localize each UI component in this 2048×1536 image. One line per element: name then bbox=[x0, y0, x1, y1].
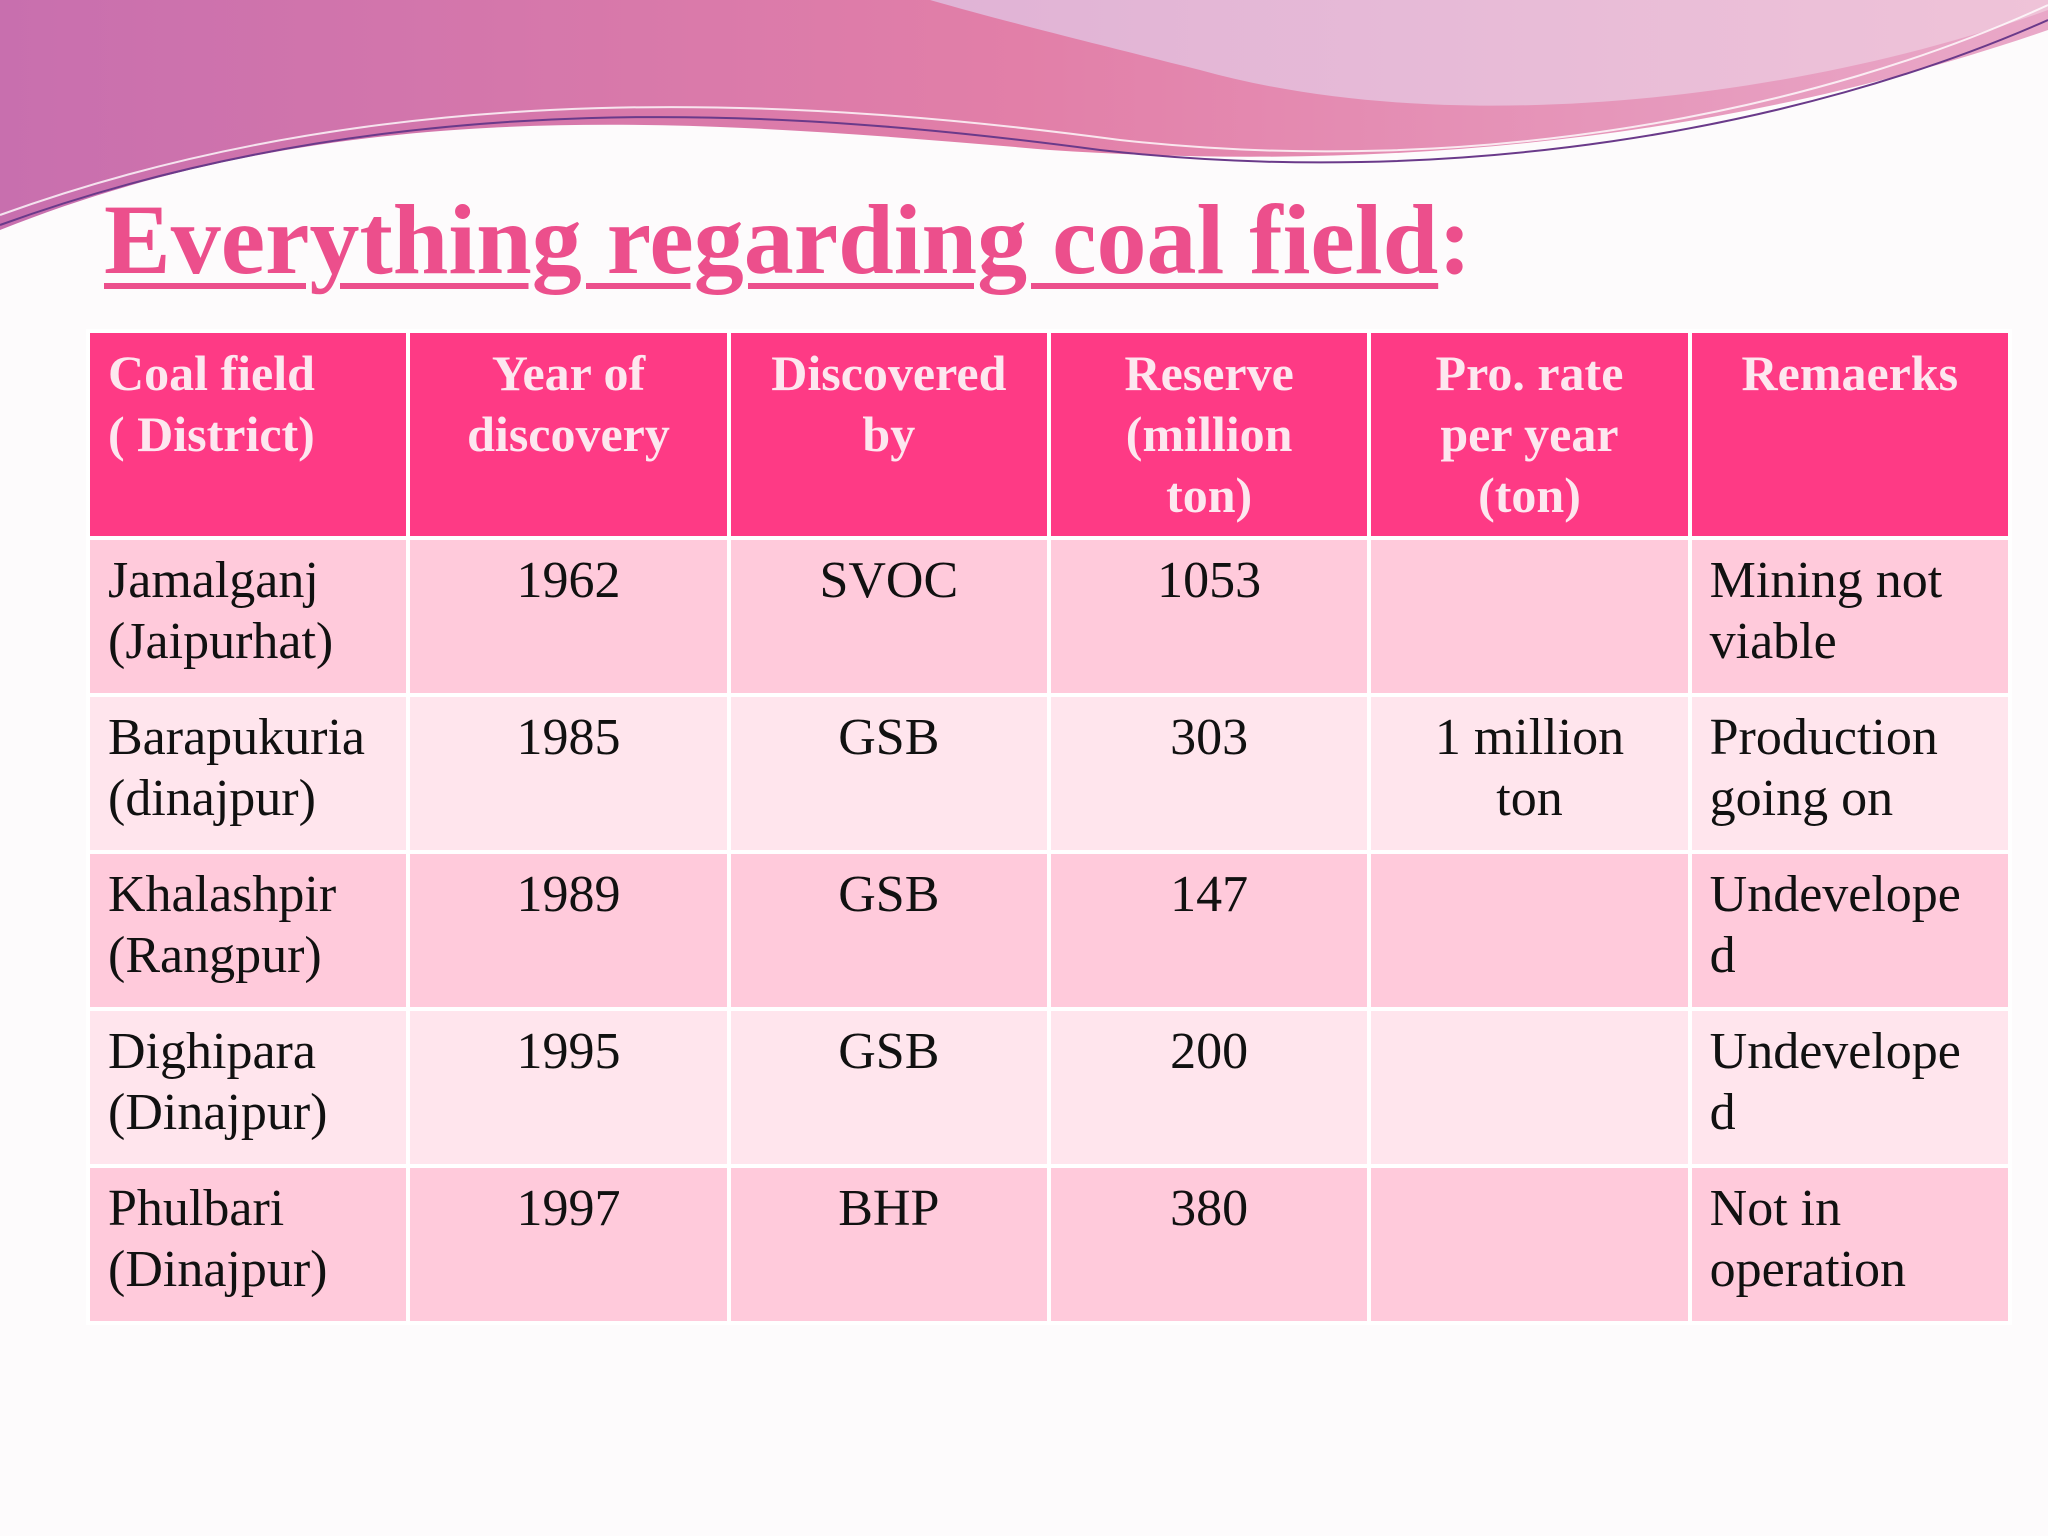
table-cell: Khalashpir (Rangpur) bbox=[85, 850, 411, 1011]
table-cell: 380 bbox=[1046, 1164, 1372, 1325]
header-cell: Year of discovery bbox=[406, 329, 731, 540]
table-cell: 1995 bbox=[406, 1007, 731, 1168]
wave-line bbox=[0, 4, 2048, 216]
table-cell: BHP bbox=[726, 1164, 1051, 1325]
table-cell: 147 bbox=[1046, 850, 1372, 1011]
table-cell: 1 million ton bbox=[1367, 693, 1692, 854]
header-waves bbox=[0, 0, 2048, 230]
table-cell: 1985 bbox=[406, 693, 731, 854]
table-row: Dighipara (Dinajpur) 1995 GSB 200 Undevelope… bbox=[85, 1007, 2013, 1168]
table-cell: GSB bbox=[726, 693, 1051, 854]
table-cell bbox=[1367, 1007, 1692, 1168]
table-row: Jamalganj (Jaipurhat) 1962 SVOC 1053 Mining … bbox=[85, 536, 2013, 697]
header-cell: Reserve (million ton) bbox=[1046, 329, 1372, 540]
table-cell: Mining not viable bbox=[1687, 536, 2013, 697]
header-row: Coal field ( District) Year of discovery D… bbox=[85, 329, 2013, 540]
table-cell: Production going on bbox=[1687, 693, 2013, 854]
table-cell: 1989 bbox=[406, 850, 731, 1011]
wave bbox=[930, 0, 2048, 106]
table-row: Khalashpir (Rangpur) 1989 GSB 147 Undevelope… bbox=[85, 850, 2013, 1011]
header-cell: Remaerks bbox=[1687, 329, 2013, 540]
table-cell bbox=[1367, 850, 1692, 1011]
table-cell: 1997 bbox=[406, 1164, 731, 1325]
table-cell bbox=[1367, 536, 1692, 697]
table-cell: SVOC bbox=[726, 536, 1051, 697]
table-cell: Undevelope d bbox=[1687, 1007, 2013, 1168]
header-cell: Coal field ( District) bbox=[85, 329, 411, 540]
wave-line bbox=[0, 19, 2048, 226]
table-cell: 1962 bbox=[406, 536, 731, 697]
table-row: Barapukuria (dinajpur) 1985 GSB 303 1 millio… bbox=[85, 693, 2013, 854]
title-text: Everything regarding coal field bbox=[104, 184, 1439, 295]
table-cell: Barapukuria (dinajpur) bbox=[85, 693, 411, 854]
table-cell: Dighipara (Dinajpur) bbox=[85, 1007, 411, 1168]
table-cell: Not in operation bbox=[1687, 1164, 2013, 1325]
table-cell: Phulbari (Dinajpur) bbox=[85, 1164, 411, 1325]
table-cell: 303 bbox=[1046, 693, 1372, 854]
header-cell: Discovered by bbox=[726, 329, 1051, 540]
table-cell: GSB bbox=[726, 850, 1051, 1011]
table-body: Jamalganj (Jaipurhat) 1962 SVOC 1053 Mining … bbox=[85, 536, 2013, 1325]
table-head: Coal field ( District) Year of discovery D… bbox=[85, 329, 2013, 540]
table-cell: GSB bbox=[726, 1007, 1051, 1168]
slide-title: Everything regarding coal field: bbox=[104, 180, 1472, 300]
title-colon: : bbox=[1438, 184, 1472, 295]
coal-field-table: Coal field ( District) Year of discovery D… bbox=[85, 329, 2013, 1325]
table-cell: Undevelope d bbox=[1687, 850, 2013, 1011]
header-cell: Pro. rate per year (ton) bbox=[1367, 329, 1692, 540]
table-cell: 1053 bbox=[1046, 536, 1372, 697]
table-cell: Jamalganj (Jaipurhat) bbox=[85, 536, 411, 697]
table-row: Phulbari (Dinajpur) 1997 BHP 380 Not in oper… bbox=[85, 1164, 2013, 1325]
table-cell: 200 bbox=[1046, 1007, 1372, 1168]
table-cell bbox=[1367, 1164, 1692, 1325]
